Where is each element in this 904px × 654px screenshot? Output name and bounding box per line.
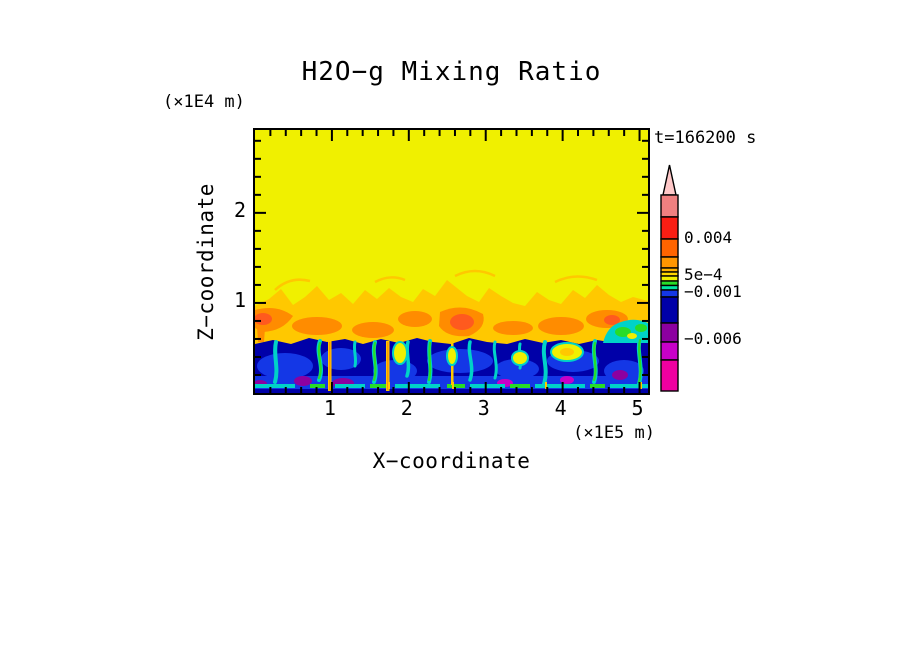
colorbar-segment	[660, 275, 679, 282]
x-tick-label: 1	[323, 396, 336, 420]
plot-area	[253, 128, 650, 395]
x-tick-label: 3	[477, 396, 490, 420]
colorbar-overflow-arrow-icon	[662, 164, 677, 196]
colorbar-segment	[660, 289, 679, 298]
colorbar-segment	[660, 194, 679, 218]
x-axis-title: X−coordinate	[372, 449, 531, 473]
colorbar	[660, 164, 679, 392]
colorbar-segment	[660, 296, 679, 324]
z-tick-label: 1	[233, 287, 246, 312]
colorbar-segment	[660, 341, 679, 361]
colorbar-segment	[660, 322, 679, 343]
colorbar-level-label: 5e−4	[684, 264, 723, 284]
x-tick-label: 4	[554, 396, 567, 420]
colorbar-segment	[660, 256, 679, 269]
colorbar-level-label: −0.006	[684, 329, 742, 349]
colorbar-level-label: −0.001	[684, 282, 742, 302]
contour-field	[255, 130, 648, 393]
colorbar-level-label: 0.004	[684, 227, 733, 247]
z-axis-title: Z−coordinate	[194, 183, 218, 341]
z-axis-unit-label: (×1E4 m)	[163, 92, 245, 112]
chart-title: H2O−g Mixing Ratio	[301, 57, 602, 87]
x-axis-unit-label: (×1E5 m)	[573, 423, 655, 443]
x-tick-label: 5	[631, 396, 644, 420]
field-lower-mixed-layer	[255, 319, 648, 393]
x-tick-label: 2	[400, 396, 413, 420]
z-tick-label: 2	[233, 197, 246, 222]
colorbar-segment	[660, 238, 679, 258]
time-label: t=166200 s	[654, 128, 757, 148]
colorbar-segment	[660, 359, 679, 392]
colorbar-segment	[660, 216, 679, 240]
